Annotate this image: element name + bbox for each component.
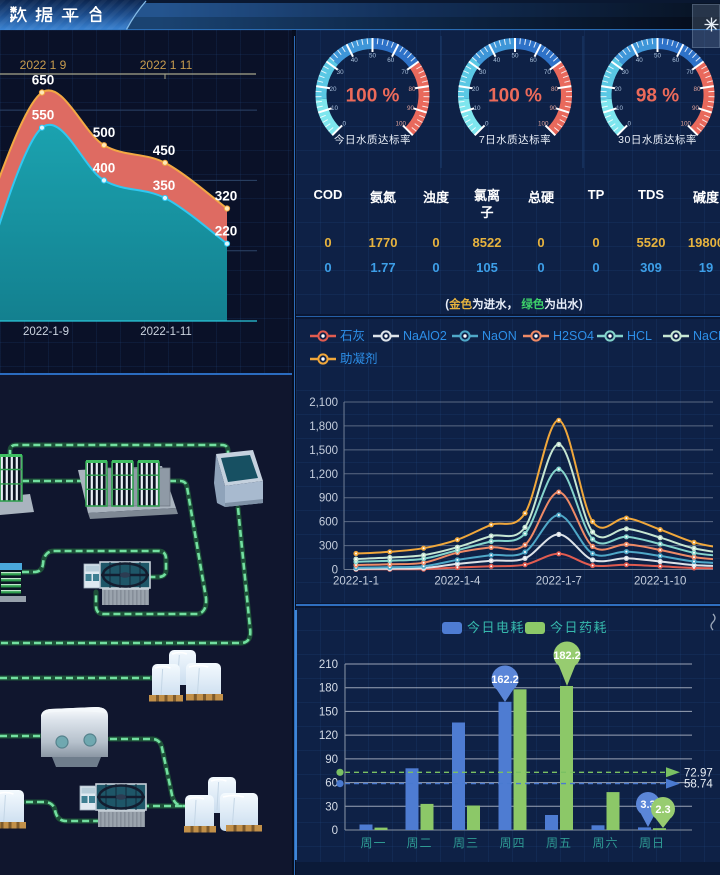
svg-text:2.3: 2.3	[655, 804, 670, 816]
svg-text:2022-1-9: 2022-1-9	[23, 326, 69, 338]
svg-text:30: 30	[325, 801, 338, 813]
svg-text:90: 90	[692, 105, 700, 112]
svg-text:周一: 周一	[360, 836, 386, 850]
svg-text:2022-1-1: 2022-1-1	[333, 576, 379, 588]
svg-text:100 %: 100 %	[488, 86, 542, 107]
svg-text:2022-1-11: 2022-1-11	[140, 326, 192, 338]
svg-text:182.2: 182.2	[553, 650, 581, 662]
svg-text:7日水质达标率: 7日水质达标率	[479, 133, 551, 146]
svg-text:150: 150	[319, 706, 338, 718]
svg-text:周三: 周三	[453, 836, 479, 850]
svg-text:120: 120	[319, 730, 338, 742]
svg-text:2022-1-4: 2022-1-4	[434, 576, 481, 588]
svg-text:500: 500	[93, 125, 116, 140]
svg-text:70: 70	[544, 69, 552, 76]
svg-text:今日药耗: 今日药耗	[550, 620, 608, 635]
svg-text:162.2: 162.2	[491, 674, 519, 686]
svg-text:900: 900	[319, 493, 338, 505]
svg-text:650: 650	[32, 73, 55, 88]
svg-text:400: 400	[93, 160, 116, 175]
svg-text:周四: 周四	[499, 836, 525, 850]
svg-text:80: 80	[551, 86, 559, 93]
svg-text:60: 60	[387, 57, 395, 64]
svg-text:HCL: HCL	[627, 329, 652, 343]
svg-text:100: 100	[681, 121, 692, 128]
svg-text:10: 10	[473, 105, 481, 112]
svg-text:2022 1 11: 2022 1 11	[140, 58, 193, 72]
svg-text:70: 70	[401, 69, 409, 76]
svg-text:80: 80	[408, 86, 416, 93]
svg-text:100: 100	[538, 121, 549, 128]
svg-text:90: 90	[407, 105, 415, 112]
svg-text:72.97: 72.97	[684, 767, 713, 779]
svg-text:40: 40	[636, 57, 644, 64]
svg-text:0: 0	[342, 121, 346, 128]
svg-text:60: 60	[325, 778, 338, 790]
svg-text:30: 30	[622, 69, 630, 76]
svg-text:今日电耗: 今日电耗	[467, 620, 525, 635]
svg-text:60: 60	[530, 57, 538, 64]
svg-text:30: 30	[337, 69, 345, 76]
svg-text:周二: 周二	[406, 836, 432, 850]
svg-text:NaON: NaON	[482, 329, 517, 343]
svg-text:今日水质达标率: 今日水质达标率	[334, 133, 411, 146]
svg-text:58.74: 58.74	[684, 779, 713, 791]
svg-text:2022 1 9: 2022 1 9	[20, 58, 67, 72]
svg-text:50: 50	[654, 52, 662, 59]
svg-text:20: 20	[614, 86, 622, 93]
svg-text:0: 0	[332, 565, 338, 577]
svg-text:20: 20	[329, 86, 337, 93]
svg-text:助凝剂: 助凝剂	[340, 351, 378, 366]
svg-text:90: 90	[325, 754, 338, 766]
svg-text:180: 180	[319, 683, 338, 695]
svg-text:70: 70	[686, 69, 694, 76]
svg-text:NaCLO: NaCLO	[693, 329, 720, 343]
svg-text:1,800: 1,800	[309, 421, 338, 433]
svg-text:320: 320	[215, 189, 238, 204]
svg-text:石灰: 石灰	[340, 329, 365, 343]
svg-text:80: 80	[693, 86, 701, 93]
svg-text:10: 10	[616, 105, 624, 112]
svg-text:98 %: 98 %	[636, 86, 679, 107]
svg-text:300: 300	[319, 541, 338, 553]
svg-text:220: 220	[215, 224, 238, 239]
svg-text:1,500: 1,500	[309, 445, 338, 457]
svg-text:210: 210	[319, 659, 338, 671]
svg-text:NaAlO2: NaAlO2	[403, 329, 447, 343]
svg-text:350: 350	[153, 178, 176, 193]
svg-text:0: 0	[627, 121, 631, 128]
svg-text:10: 10	[331, 105, 339, 112]
svg-text:90: 90	[549, 105, 557, 112]
svg-text:40: 40	[493, 57, 501, 64]
svg-text:550: 550	[32, 108, 55, 123]
svg-text:50: 50	[511, 52, 519, 59]
svg-text:60: 60	[672, 57, 680, 64]
svg-text:100: 100	[396, 121, 407, 128]
svg-text:2022-1-7: 2022-1-7	[536, 576, 582, 588]
svg-text:0: 0	[485, 121, 489, 128]
svg-text:1,200: 1,200	[309, 469, 338, 481]
svg-text:周六: 周六	[592, 836, 618, 850]
svg-text:2,100: 2,100	[309, 397, 338, 409]
svg-text:2022-1-10: 2022-1-10	[634, 576, 686, 588]
svg-text:450: 450	[153, 143, 176, 158]
svg-text:600: 600	[319, 517, 338, 529]
svg-text:40: 40	[351, 57, 359, 64]
svg-text:30: 30	[479, 69, 487, 76]
svg-text:20: 20	[472, 86, 480, 93]
svg-text:周五: 周五	[546, 836, 572, 850]
svg-text:周日: 周日	[639, 836, 665, 850]
svg-text:30日水质达标率: 30日水质达标率	[618, 133, 697, 146]
svg-text:H2SO4: H2SO4	[553, 329, 594, 343]
svg-text:0: 0	[332, 825, 338, 837]
svg-text:50: 50	[369, 52, 377, 59]
svg-text:100 %: 100 %	[346, 86, 400, 107]
